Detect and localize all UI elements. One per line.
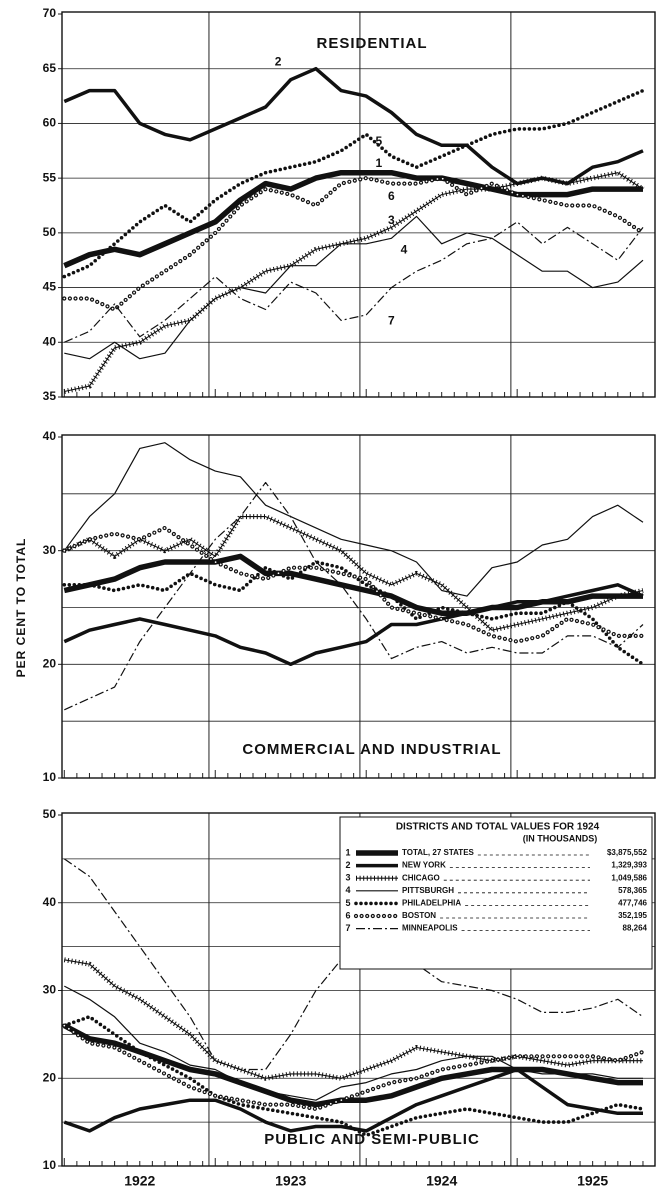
x-tick-label: 1922 xyxy=(124,1173,155,1189)
series-line xyxy=(64,985,643,1101)
legend-value: 1,329,393 xyxy=(611,861,647,870)
y-tick-label: 30 xyxy=(43,983,57,997)
legend-value: 578,365 xyxy=(618,886,647,895)
series-line xyxy=(62,176,646,312)
legend-number: 4 xyxy=(345,885,350,895)
legend-value: 88,264 xyxy=(623,924,648,933)
legend-number: 1 xyxy=(345,847,350,857)
y-tick-label: 45 xyxy=(43,280,57,294)
legend-name: NEW YORK xyxy=(402,861,446,870)
series-line xyxy=(62,525,646,644)
panel-title: RESIDENTIAL xyxy=(316,35,427,52)
panel-title: PUBLIC AND SEMI-PUBLIC xyxy=(264,1131,480,1148)
series-label: 2 xyxy=(275,54,282,68)
legend-value: 477,746 xyxy=(618,899,647,908)
plot-frame xyxy=(61,11,656,398)
y-tick-label: 50 xyxy=(43,225,57,239)
legend-name: PITTSBURGH xyxy=(402,886,454,895)
series-line xyxy=(64,959,643,1079)
plot-frame xyxy=(61,812,656,1167)
line-texture xyxy=(63,957,643,1081)
y-tick-label: 70 xyxy=(43,6,57,20)
legend-name: TOTAL, 27 STATES xyxy=(402,848,475,857)
panel-title: COMMERCIAL AND INDUSTRIAL xyxy=(242,741,501,758)
y-tick-label: 40 xyxy=(43,895,57,909)
legend-subtitle: (IN THOUSANDS) xyxy=(523,833,598,843)
legend-name: PHILADELPHIA xyxy=(402,899,461,908)
y-tick-label: 30 xyxy=(43,543,57,557)
y-tick-label: 10 xyxy=(43,770,57,784)
y-tick-label: 40 xyxy=(43,334,57,348)
plot-frame xyxy=(61,434,656,779)
x-tick-label: 1923 xyxy=(275,1173,306,1189)
series-line xyxy=(63,66,644,186)
series-line xyxy=(63,1023,643,1108)
legend-name: BOSTON xyxy=(402,911,436,920)
legend-number: 6 xyxy=(345,910,350,920)
legend-value: 352,195 xyxy=(618,911,647,920)
legend-title: DISTRICTS AND TOTAL VALUES FOR 1924 xyxy=(396,822,600,833)
series-line xyxy=(64,481,644,711)
series-line xyxy=(63,583,644,667)
series-label: 7 xyxy=(388,314,395,328)
series-label: 4 xyxy=(401,243,408,257)
y-tick-label: 65 xyxy=(43,61,57,75)
series-line xyxy=(62,1023,646,1112)
legend-name: CHICAGO xyxy=(402,873,440,882)
series-line xyxy=(63,858,644,1071)
series-label: 6 xyxy=(388,189,395,203)
legend-number: 2 xyxy=(345,860,350,870)
series-line xyxy=(64,221,644,343)
legend-number: 7 xyxy=(345,923,350,933)
series-label: 1 xyxy=(375,156,382,170)
series-line xyxy=(64,215,644,360)
series-line xyxy=(64,172,644,393)
series-label: 5 xyxy=(375,134,382,148)
y-tick-label: 20 xyxy=(43,657,57,671)
series-label: 3 xyxy=(388,213,395,227)
y-tick-label: 60 xyxy=(43,116,57,130)
legend-number: 5 xyxy=(345,898,350,908)
x-tick-label: 1924 xyxy=(426,1173,457,1189)
legend-name: MINNEAPOLIS xyxy=(402,924,458,933)
x-tick-label: 1925 xyxy=(577,1173,608,1189)
y-tick-label: 55 xyxy=(43,170,57,184)
legend-value: $3,875,552 xyxy=(607,848,648,857)
series-line xyxy=(63,442,644,597)
y-tick-label: 50 xyxy=(43,807,57,821)
legend-value: 1,049,586 xyxy=(611,873,647,882)
series-line xyxy=(63,169,643,269)
series-line xyxy=(63,553,643,616)
y-axis-label: PER CENT TO TOTAL xyxy=(14,538,28,678)
y-tick-label: 40 xyxy=(43,429,57,443)
line-texture xyxy=(63,514,644,633)
line-texture xyxy=(63,170,645,394)
y-tick-label: 35 xyxy=(43,389,57,403)
series-line xyxy=(62,1015,645,1138)
series-line xyxy=(62,88,645,279)
series-line xyxy=(64,516,644,631)
y-tick-label: 10 xyxy=(43,1158,57,1172)
legend-number: 3 xyxy=(345,873,350,883)
y-tick-label: 20 xyxy=(43,1070,57,1084)
